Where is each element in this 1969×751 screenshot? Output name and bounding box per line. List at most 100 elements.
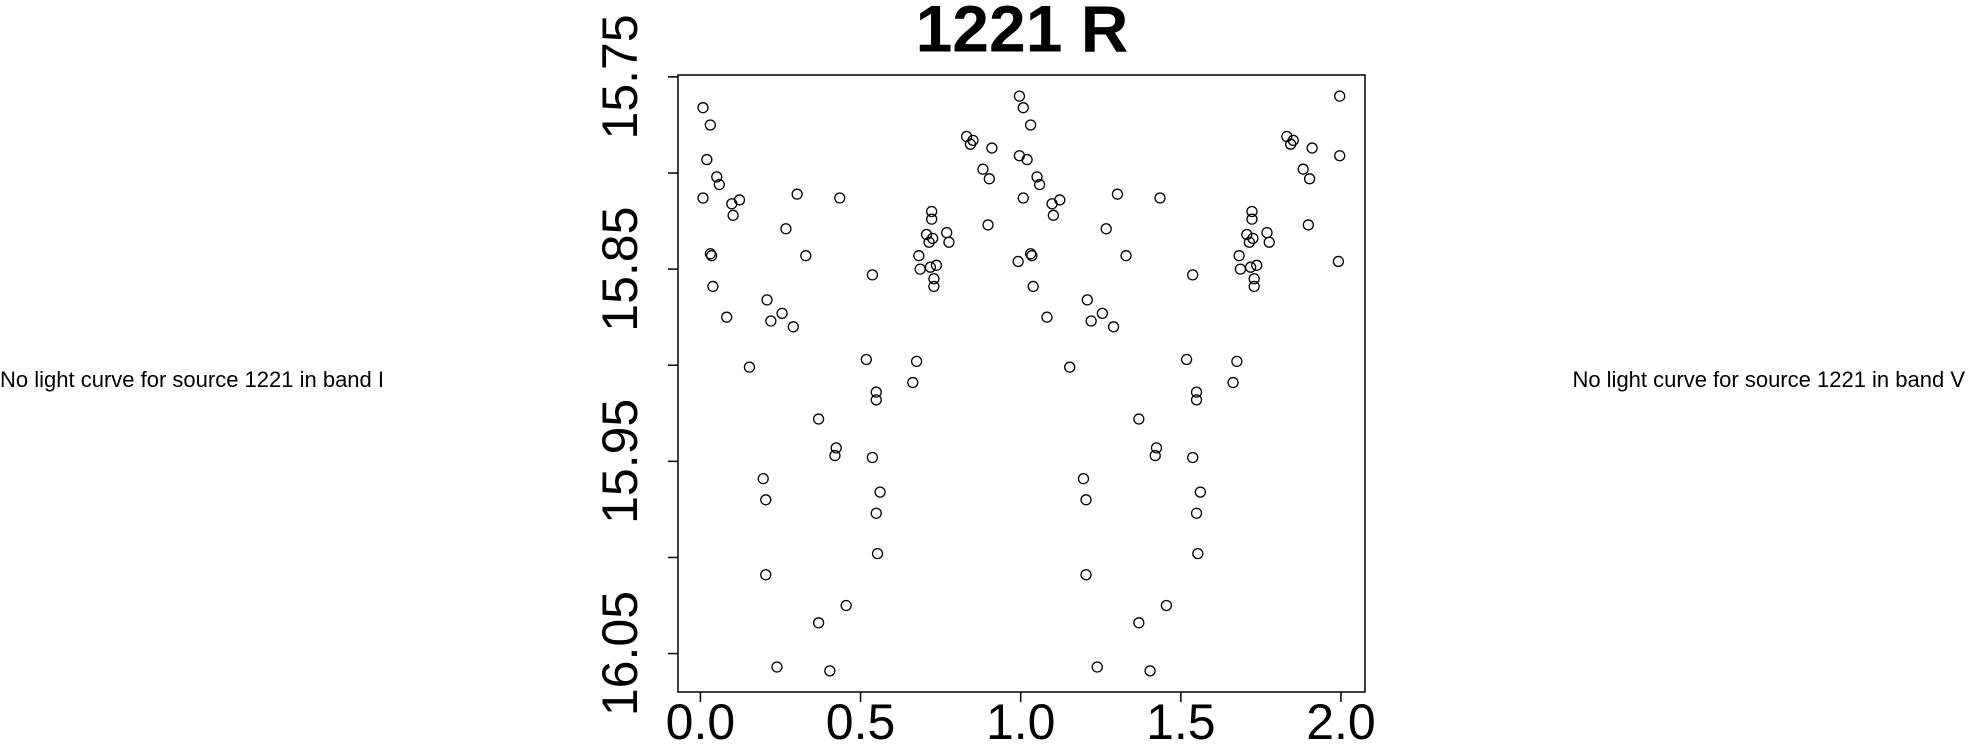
point <box>926 205 938 218</box>
point <box>907 376 919 389</box>
point <box>1031 171 1043 183</box>
point <box>1107 321 1120 333</box>
point <box>1017 192 1029 204</box>
point <box>791 188 803 200</box>
plot-frame <box>677 74 1366 693</box>
point <box>1190 386 1203 398</box>
point <box>1024 119 1037 131</box>
point <box>1091 661 1103 673</box>
point <box>727 209 739 221</box>
point <box>1247 232 1259 245</box>
point <box>800 250 812 262</box>
point <box>1047 209 1060 221</box>
point <box>1021 153 1033 166</box>
point <box>982 219 994 231</box>
point <box>1012 255 1024 268</box>
chart-title: 1221 R <box>916 0 1129 65</box>
point <box>1027 280 1039 293</box>
point <box>860 353 872 366</box>
point <box>1302 219 1314 231</box>
point <box>1080 494 1092 506</box>
point <box>812 617 825 629</box>
point <box>1096 307 1109 319</box>
y-tick-label: 15.75 <box>592 14 648 139</box>
point <box>829 449 841 462</box>
point <box>941 226 953 239</box>
point <box>1013 150 1026 162</box>
point <box>964 138 977 150</box>
point <box>1026 250 1038 262</box>
point <box>926 232 939 245</box>
point <box>1133 413 1145 425</box>
point <box>1190 394 1203 406</box>
point <box>705 250 718 262</box>
point <box>870 386 882 398</box>
point <box>1133 617 1145 629</box>
point <box>704 119 716 131</box>
y-tick-label: 15.85 <box>592 207 648 332</box>
point <box>1306 142 1318 154</box>
point <box>866 269 879 281</box>
point <box>765 315 777 327</box>
point <box>1017 102 1029 114</box>
point <box>1111 188 1124 200</box>
point <box>1190 507 1203 519</box>
point <box>787 321 799 333</box>
point <box>1064 361 1076 373</box>
point <box>870 394 882 406</box>
point <box>928 273 940 285</box>
point <box>928 280 940 293</box>
point <box>1180 353 1193 366</box>
point <box>1160 599 1173 612</box>
point <box>761 294 773 306</box>
point <box>1120 250 1132 262</box>
point <box>930 259 943 271</box>
point <box>1144 665 1156 677</box>
point <box>1234 263 1247 275</box>
point <box>1013 90 1026 102</box>
point <box>1033 178 1046 191</box>
point <box>1248 280 1260 293</box>
point <box>1077 472 1090 485</box>
point <box>1334 150 1346 162</box>
point <box>711 171 723 183</box>
point <box>1246 213 1258 225</box>
point <box>1227 376 1239 389</box>
x-tick-label: 0.5 <box>826 694 896 750</box>
point <box>1297 163 1309 175</box>
point <box>1241 228 1253 241</box>
point <box>1245 261 1257 273</box>
annotation: No light curve for source 1221 in band V <box>1572 367 1965 392</box>
point <box>1261 226 1273 239</box>
point <box>721 311 733 323</box>
point <box>840 599 852 612</box>
point <box>1150 442 1163 454</box>
point <box>733 194 746 206</box>
point <box>983 173 995 185</box>
point <box>913 250 925 262</box>
point <box>1246 205 1258 218</box>
x-tick-label: 1.0 <box>986 694 1056 750</box>
point <box>1303 173 1316 185</box>
point <box>926 213 938 225</box>
point <box>1054 194 1066 206</box>
x-tick-label: 2.0 <box>1306 694 1376 750</box>
point <box>1041 311 1053 323</box>
point <box>1024 248 1037 260</box>
point <box>776 307 788 319</box>
point <box>713 178 725 191</box>
point <box>726 198 738 210</box>
y-tick-label: 15.95 <box>592 399 648 524</box>
point <box>697 102 709 114</box>
point <box>701 153 713 166</box>
point <box>771 661 783 673</box>
point <box>1233 250 1245 262</box>
point <box>697 192 709 204</box>
point <box>924 261 937 273</box>
point <box>760 494 772 506</box>
point <box>1046 198 1058 210</box>
point <box>920 228 933 241</box>
point <box>1187 269 1199 281</box>
y-tick-label: 16.05 <box>592 591 648 716</box>
